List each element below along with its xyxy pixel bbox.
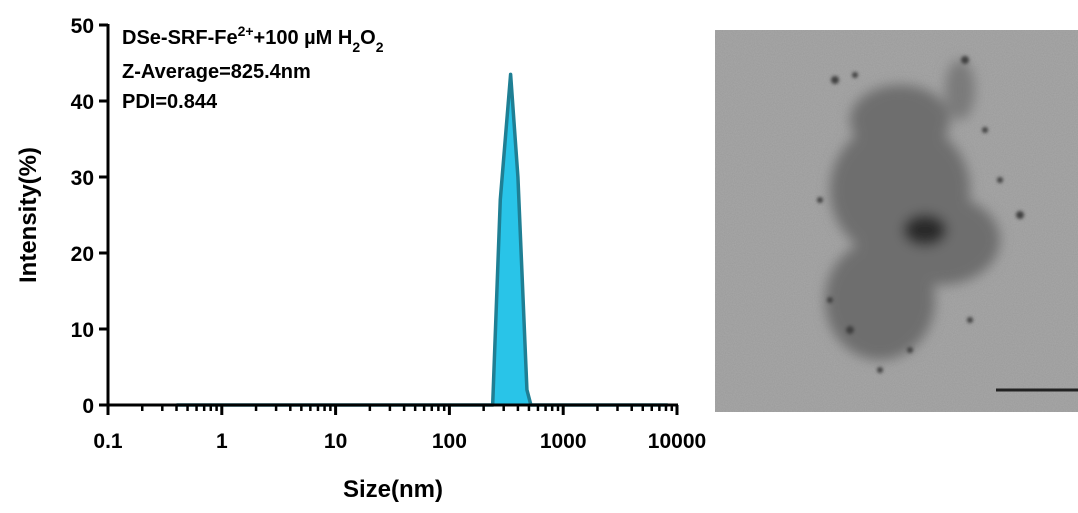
annotation: PDI=0.844 <box>122 91 218 113</box>
chart-title: DSe-SRF-Fe2++100 µM H2O2 <box>122 23 384 55</box>
title-part: 2+ <box>238 23 254 39</box>
y-tick-label: 50 <box>71 15 94 38</box>
title-part: 2 <box>352 39 360 55</box>
y-tick-label: 40 <box>71 91 94 114</box>
title-part: DSe-SRF-Fe <box>122 27 238 49</box>
x-tick-label: 1000 <box>540 430 587 453</box>
title-part: O <box>360 27 376 49</box>
chart: DSe-SRF-Fe2++100 µM H2O2 Z-Average=825.4… <box>15 15 706 503</box>
x-tick-label: 10 <box>324 430 347 453</box>
y-axis-label: Intensity(%) <box>15 147 42 283</box>
title-part: 2 <box>376 39 384 55</box>
x-tick-label: 10000 <box>648 430 706 453</box>
area <box>176 74 668 406</box>
x-tick-label: 100 <box>432 430 467 453</box>
x-tick-label: 1 <box>216 430 228 453</box>
y-tick-label: 0 <box>82 395 94 418</box>
x-axis-label: Size(nm) <box>343 476 443 503</box>
tem-image <box>715 30 1078 412</box>
annotation: Z-Average=825.4nm <box>122 61 311 83</box>
title-part: +100 µM H <box>254 27 353 49</box>
y-tick-label: 30 <box>71 167 94 190</box>
y-tick-label: 10 <box>71 319 94 342</box>
y-tick-label: 20 <box>71 243 94 266</box>
x-tick-label: 0.1 <box>93 430 123 453</box>
line <box>176 72 668 407</box>
